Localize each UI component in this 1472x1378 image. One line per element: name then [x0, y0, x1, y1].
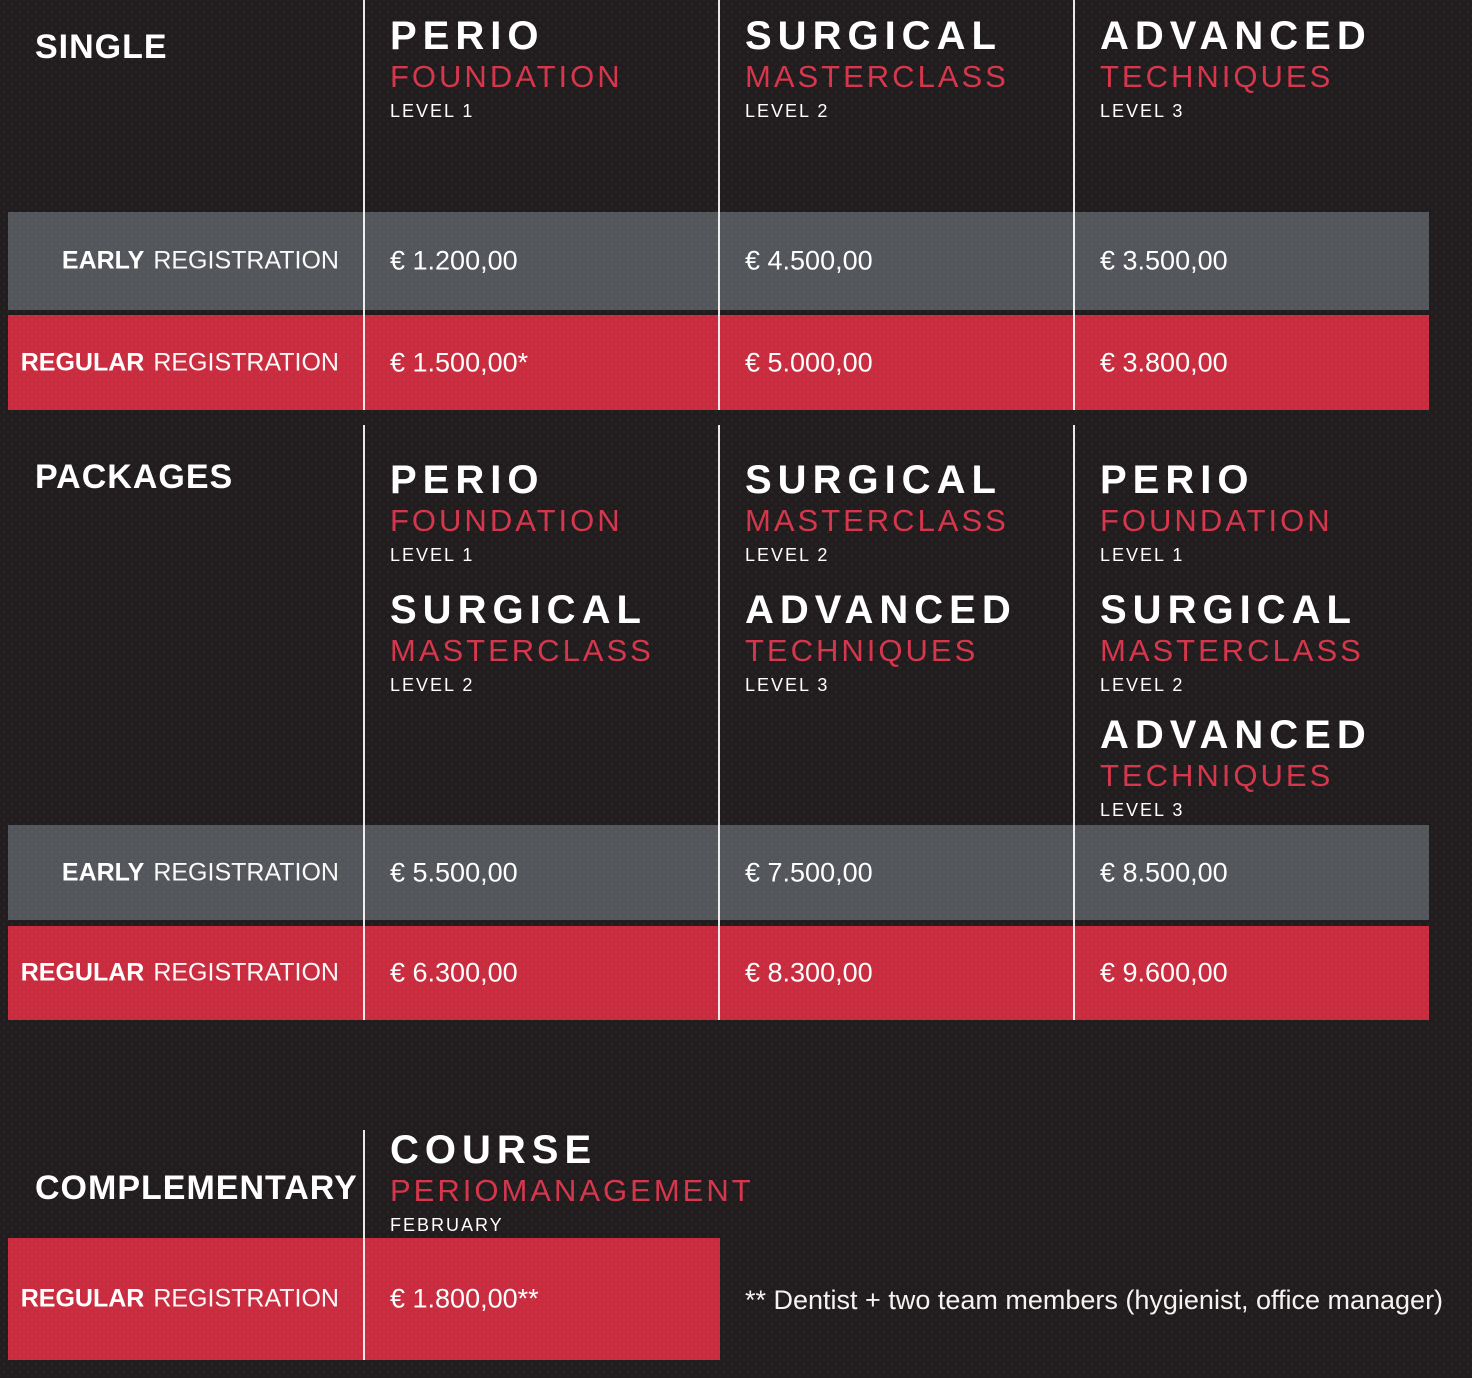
- price-cell: € 9.600,00: [1100, 957, 1228, 988]
- row-label: REGULAR REGISTRATION: [8, 1285, 339, 1314]
- course-header-surgical-masterclass: SURGICAL MASTERCLASS LEVEL 2: [390, 588, 735, 696]
- price-cell: € 8.300,00: [745, 957, 873, 988]
- price-cell: € 3.500,00: [1100, 245, 1228, 276]
- course-name: COURSE: [390, 1128, 598, 1172]
- course-subtitle: FOUNDATION: [390, 503, 623, 538]
- course-header-advanced-techniques: ADVANCED TECHNIQUES LEVEL 3: [745, 588, 1090, 696]
- course-header-advanced-techniques: ADVANCED TECHNIQUES LEVEL 3: [1100, 14, 1445, 122]
- course-subtitle: TECHNIQUES: [1100, 758, 1334, 793]
- course-level: LEVEL 3: [1100, 800, 1185, 820]
- price-cell: € 8.500,00: [1100, 857, 1228, 887]
- course-header-surgical-masterclass: SURGICAL MASTERCLASS LEVEL 2: [745, 14, 1090, 122]
- course-header-perio-foundation: PERIO FOUNDATION LEVEL 1: [390, 458, 735, 566]
- price-cell: € 1.800,00**: [390, 1283, 539, 1314]
- column-divider: [363, 425, 365, 1020]
- row-label-rest: REGISTRATION: [153, 858, 339, 886]
- column-divider: [718, 425, 720, 1020]
- course-header-advanced-techniques: ADVANCED TECHNIQUES LEVEL 3: [1100, 713, 1445, 821]
- course-subtitle: MASTERCLASS: [390, 633, 654, 668]
- course-subtitle: FOUNDATION: [1100, 503, 1333, 538]
- section-title-complementary: COMPLEMENTARY: [35, 1169, 358, 1207]
- row-label-rest: REGISTRATION: [153, 958, 339, 987]
- column-divider: [363, 1130, 365, 1360]
- course-subtitle: FOUNDATION: [390, 59, 623, 94]
- course-header-periomanagement: COURSE PERIOMANAGEMENT FEBRUARY: [390, 1128, 754, 1236]
- course-subtitle: TECHNIQUES: [745, 633, 979, 668]
- price-cell: € 3.800,00: [1100, 347, 1228, 377]
- footnote-note: ** Dentist + two team members (hygienist…: [745, 1285, 1444, 1315]
- course-name: ADVANCED: [1100, 14, 1372, 58]
- course-level: LEVEL 2: [1100, 675, 1185, 695]
- price-cell: € 1.500,00*: [390, 347, 529, 377]
- course-level: LEVEL 3: [1100, 101, 1185, 121]
- column-divider: [718, 0, 720, 410]
- course-name: SURGICAL: [1100, 588, 1357, 632]
- course-subtitle: MASTERCLASS: [1100, 633, 1364, 668]
- course-header-surgical-masterclass: SURGICAL MASTERCLASS LEVEL 2: [1100, 588, 1445, 696]
- row-label: EARLY REGISTRATION: [8, 247, 339, 276]
- course-level: FEBRUARY: [390, 1215, 504, 1235]
- course-name: SURGICAL: [745, 14, 1002, 58]
- row-label: EARLY REGISTRATION: [8, 858, 339, 887]
- row-label-rest: REGISTRATION: [153, 348, 339, 376]
- course-level: LEVEL 3: [745, 675, 830, 695]
- course-header-surgical-masterclass: SURGICAL MASTERCLASS LEVEL 2: [745, 458, 1090, 566]
- course-header-perio-foundation: PERIO FOUNDATION LEVEL 1: [390, 14, 735, 122]
- course-level: LEVEL 1: [390, 101, 475, 121]
- course-name: SURGICAL: [390, 588, 647, 632]
- course-level: LEVEL 2: [390, 675, 475, 695]
- row-label: REGULAR REGISTRATION: [8, 959, 339, 988]
- row-label-bold: REGULAR: [20, 1284, 145, 1313]
- course-name: SURGICAL: [745, 458, 1002, 502]
- row-label: REGULAR REGISTRATION: [8, 348, 339, 377]
- column-divider: [1073, 0, 1075, 410]
- course-name: PERIO: [390, 458, 545, 502]
- row-label-bold: EARLY: [61, 246, 145, 275]
- course-name: ADVANCED: [1100, 713, 1372, 757]
- section-title-single: SINGLE: [35, 28, 168, 66]
- column-divider: [1073, 425, 1075, 1020]
- price-cell: € 5.500,00: [390, 857, 518, 887]
- course-level: LEVEL 1: [390, 545, 475, 565]
- row-label-rest: REGISTRATION: [153, 1284, 339, 1313]
- row-label-bold: REGULAR: [20, 348, 145, 376]
- price-cell: € 5.000,00: [745, 347, 873, 377]
- price-cell: € 6.300,00: [390, 957, 518, 988]
- course-subtitle: MASTERCLASS: [745, 503, 1009, 538]
- course-header-perio-foundation: PERIO FOUNDATION LEVEL 1: [1100, 458, 1445, 566]
- course-name: PERIO: [1100, 458, 1255, 502]
- course-level: LEVEL 1: [1100, 545, 1185, 565]
- course-name: ADVANCED: [745, 588, 1017, 632]
- price-cell: € 7.500,00: [745, 857, 873, 887]
- course-subtitle: TECHNIQUES: [1100, 59, 1334, 94]
- column-divider: [363, 0, 365, 410]
- price-cell: € 4.500,00: [745, 245, 873, 276]
- row-label-rest: REGISTRATION: [153, 246, 339, 275]
- course-subtitle: MASTERCLASS: [745, 59, 1009, 94]
- course-level: LEVEL 2: [745, 545, 830, 565]
- course-level: LEVEL 2: [745, 101, 830, 121]
- course-subtitle: PERIOMANAGEMENT: [390, 1173, 754, 1208]
- course-name: PERIO: [390, 14, 545, 58]
- row-label-bold: REGULAR: [20, 958, 145, 987]
- row-label-bold: EARLY: [61, 858, 145, 886]
- section-title-packages: PACKAGES: [35, 458, 234, 496]
- price-cell: € 1.200,00: [390, 245, 518, 276]
